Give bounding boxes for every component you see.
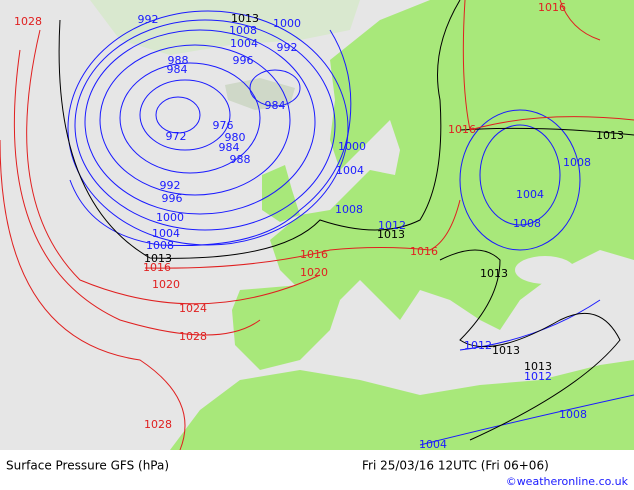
isobar-label: 1000 [273, 17, 301, 30]
high-isobars [0, 0, 634, 451]
isobar-label: 996 [233, 54, 254, 67]
isobar-label: 1004 [516, 188, 544, 201]
isobar-label: 1004 [336, 164, 364, 177]
footer-credit: ©weatheronline.co.uk [506, 475, 629, 488]
isobar-label: 1008 [559, 408, 587, 421]
isobar-label: 1020 [300, 266, 328, 279]
isobar-label: 1013 [524, 360, 552, 373]
isobar-label: 1012 [524, 370, 552, 383]
isobar-label: 1016 [538, 1, 566, 14]
isobar-label: 992 [138, 13, 159, 26]
britain [262, 165, 300, 222]
isobar-label: 1012 [378, 219, 406, 232]
isobar-label: 992 [277, 41, 298, 54]
isobar-label: 976 [213, 119, 234, 132]
isobar-label: 1013 [596, 129, 624, 142]
isobar-label: 1008 [335, 203, 363, 216]
isobar-label: 1004 [152, 227, 180, 240]
isobar-label: 1000 [156, 211, 184, 224]
africa [170, 360, 634, 450]
greenland [90, 0, 360, 55]
isobar-label: 1016 [410, 245, 438, 258]
footer-time: Fri 25/03/16 12UTC (Fri 06+06) [362, 459, 549, 473]
isobar-label: 1016 [448, 123, 476, 136]
isobar-1013 [58, 0, 634, 441]
isobar-label: 1012 [464, 339, 492, 352]
isobar-label: 1004 [419, 438, 447, 451]
low-isobars [67, 10, 634, 446]
isobar-label: 1016 [143, 261, 171, 274]
isobar-label: 988 [168, 54, 189, 67]
isobar-label: 1008 [563, 156, 591, 169]
iceland [225, 78, 295, 110]
isobar-label: 984 [167, 63, 188, 76]
isobar-label: 1008 [229, 24, 257, 37]
isobar-label: 1013 [231, 12, 259, 25]
isobar-label: 1013 [144, 252, 172, 265]
black-sea [515, 256, 575, 284]
isobar-label: 988 [230, 153, 251, 166]
isobar-label: 1013 [377, 228, 405, 241]
isobar-label: 1004 [230, 37, 258, 50]
isobar-label: 996 [162, 192, 183, 205]
isobar-label: 1028 [179, 330, 207, 343]
isobar-label: 1008 [146, 239, 174, 252]
mediterranean [340, 320, 560, 360]
isobar-label: 972 [166, 130, 187, 143]
isobar-label: 1016 [300, 248, 328, 261]
isobar-label: 1013 [480, 267, 508, 280]
iberia [232, 285, 340, 370]
isobar-label: 1028 [14, 15, 42, 28]
isobar-label: 984 [265, 99, 286, 112]
isobar-label: 1000 [338, 140, 366, 153]
isobar-label: 1013 [492, 344, 520, 357]
isobar-label: 992 [160, 179, 181, 192]
isobar-label: 1020 [152, 278, 180, 291]
isobar-label: 1008 [513, 217, 541, 230]
isobar-label: 980 [225, 131, 246, 144]
footer-title: Surface Pressure GFS (hPa) [6, 459, 169, 473]
isobar-label: 1028 [144, 418, 172, 431]
isobar-label: 1024 [179, 302, 207, 315]
footer-bg [0, 450, 634, 490]
isobar-label: 984 [219, 141, 240, 154]
